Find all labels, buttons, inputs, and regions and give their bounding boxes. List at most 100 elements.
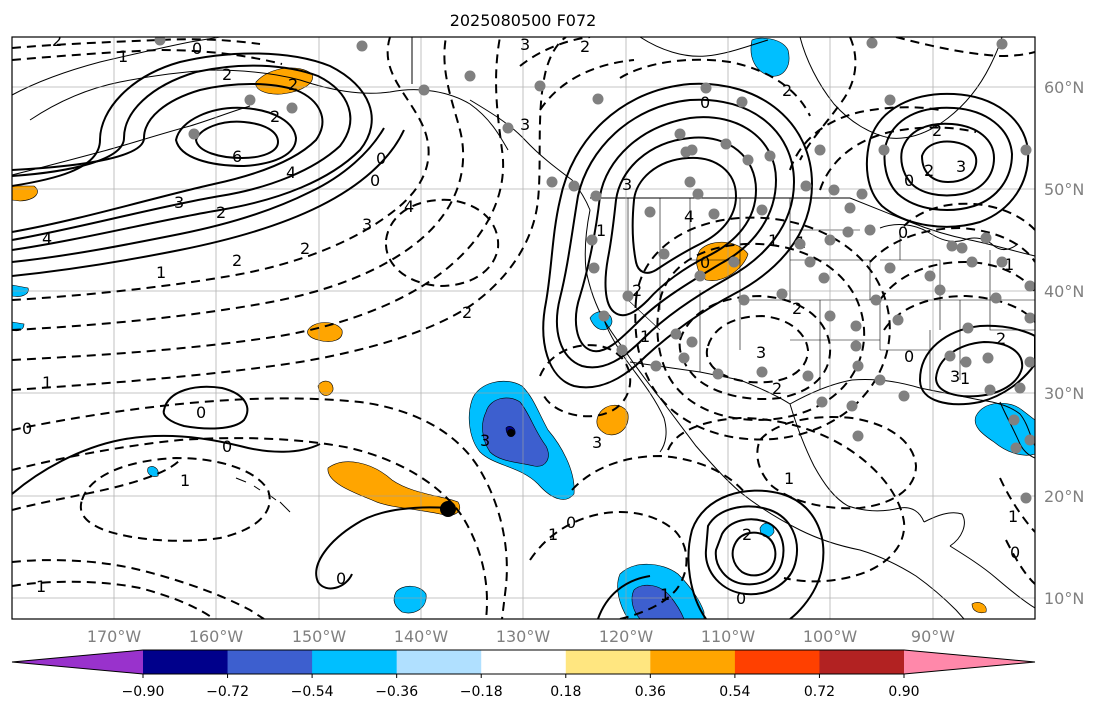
contour-label: 0 xyxy=(904,347,914,366)
station-marker xyxy=(678,352,690,364)
station-marker xyxy=(804,256,816,268)
station-marker xyxy=(864,224,876,236)
coastlines-and-borders xyxy=(12,37,1035,619)
contour-label: 6 xyxy=(232,147,242,166)
contour-label: 1 xyxy=(42,373,52,392)
longitude-label: 170°W xyxy=(87,627,142,646)
contour-dashed xyxy=(519,37,635,111)
station-marker xyxy=(850,340,862,352)
station-marker xyxy=(824,234,836,246)
colorbar-segment xyxy=(143,650,229,674)
station-marker xyxy=(816,396,828,408)
colorbar-segment xyxy=(227,650,313,674)
station-marker xyxy=(934,284,946,296)
contour-label: 3 xyxy=(520,115,530,134)
contour-label: 0 xyxy=(22,419,32,438)
longitude-label: 160°W xyxy=(189,627,244,646)
longitude-label: 140°W xyxy=(394,627,449,646)
contour-dashed xyxy=(656,242,866,421)
contour-solid xyxy=(714,518,785,586)
station-marker xyxy=(244,94,256,106)
colorbar-segment xyxy=(565,650,651,674)
contour-solid xyxy=(920,140,978,184)
station-marker xyxy=(960,356,972,368)
colorbar-tick-label: −0.72 xyxy=(206,684,249,700)
shade-region-orange xyxy=(971,602,987,614)
station-marker xyxy=(842,226,854,238)
station-marker xyxy=(794,238,806,250)
contour-label: 2 xyxy=(932,121,942,140)
contour-solid xyxy=(12,83,324,233)
contour-label: 1 xyxy=(156,263,166,282)
contour-label: 1 xyxy=(596,221,606,240)
contour-label: 1 xyxy=(640,327,650,346)
station-marker xyxy=(982,352,994,364)
station-marker xyxy=(736,96,748,108)
us-west-coast xyxy=(584,209,965,619)
contour-dashed xyxy=(619,58,811,117)
station-marker xyxy=(814,144,826,156)
contour-label: 3 xyxy=(956,157,966,176)
station-marker xyxy=(870,294,882,306)
station-marker xyxy=(546,176,558,188)
station-marker xyxy=(418,84,430,96)
contour-solid xyxy=(631,156,738,274)
station-marker xyxy=(966,256,978,268)
station-marker xyxy=(592,93,604,105)
contour-dashed xyxy=(789,106,941,171)
colorbar-tick-label: −0.18 xyxy=(460,684,503,700)
contour-label: 2 xyxy=(462,303,472,322)
hudson-bay-coast xyxy=(799,37,1003,139)
contour-dashed xyxy=(903,202,1035,231)
station-marker xyxy=(866,37,878,49)
station-marker xyxy=(1014,382,1026,394)
station-marker xyxy=(728,256,740,268)
contour-dashed xyxy=(634,216,891,441)
colorbar-segment xyxy=(481,650,567,674)
yucatan-coast xyxy=(923,512,965,547)
station-marker xyxy=(874,374,886,386)
graticule xyxy=(12,37,1035,619)
station-marker xyxy=(944,350,956,362)
station-marker xyxy=(802,370,814,382)
longitude-label: 110°W xyxy=(701,627,756,646)
contour-label: 1 xyxy=(180,471,190,490)
colorbar-segments xyxy=(12,650,1035,674)
longitude-label: 130°W xyxy=(496,627,551,646)
contour-dashed xyxy=(12,37,430,301)
figure-title: 2025080500 F072 xyxy=(450,11,597,30)
station-marker xyxy=(684,176,696,188)
colorbar-tick-label: −0.36 xyxy=(375,684,418,700)
contour-dashed xyxy=(12,38,261,49)
station-marker xyxy=(990,292,1002,304)
station-marker xyxy=(598,310,610,322)
contour-label: 3 xyxy=(950,367,960,386)
station-marker xyxy=(846,400,858,412)
contour-dashed xyxy=(999,477,1035,585)
station-marker xyxy=(892,314,904,326)
shade-region-orange xyxy=(317,380,334,396)
contour-dashed xyxy=(756,415,918,510)
contour-solid xyxy=(315,506,449,590)
station-marker xyxy=(658,248,670,260)
contour-label: 2 xyxy=(580,37,590,56)
longitude-label: 120°W xyxy=(599,627,654,646)
contour-label: 2 xyxy=(222,65,232,84)
station-marker xyxy=(776,288,788,300)
station-marker xyxy=(898,390,910,402)
shade-region-orange xyxy=(596,404,629,436)
storm-center-marker xyxy=(440,501,456,517)
map-frame xyxy=(11,36,1036,620)
contour-label: 3 xyxy=(174,193,184,212)
contour-dashed xyxy=(799,37,857,161)
colorbar: −0.90 −0.72 −0.54 −0.36 −0.18 0.18 0.36 0.54 0.7… xyxy=(11,649,1036,700)
shade-region-light-blue xyxy=(974,402,1035,456)
station-marker xyxy=(674,128,686,140)
contour-label: 0 xyxy=(376,149,386,168)
contour-dashed xyxy=(879,260,1035,301)
contour-dashed xyxy=(667,416,906,583)
contour-label: 0 xyxy=(898,223,908,242)
colorbar-tick-label: 0.36 xyxy=(635,684,666,700)
longitude-label: 100°W xyxy=(803,627,858,646)
station-marker xyxy=(962,322,974,334)
